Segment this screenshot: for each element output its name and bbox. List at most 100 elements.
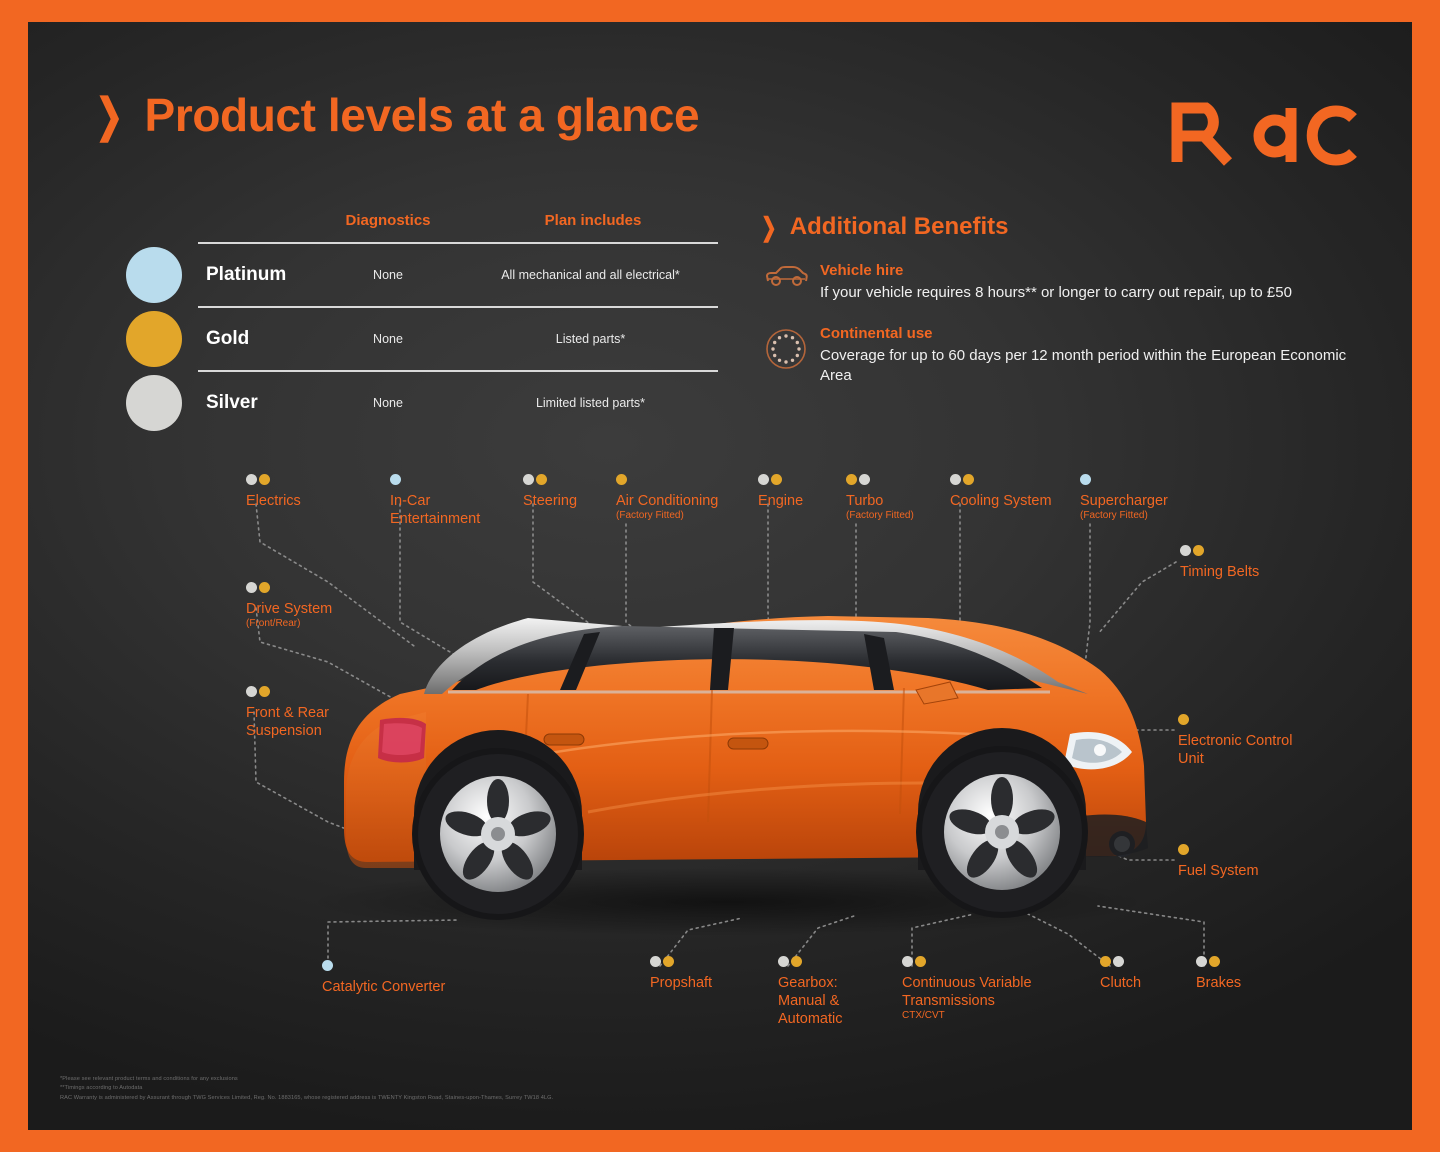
gold-dot-icon: [663, 956, 674, 967]
eu-stars-icon: [764, 327, 808, 376]
gold-dot-icon: [259, 474, 270, 485]
plan-indicator-dots: [650, 956, 712, 967]
dark-panel: ❯ Product levels at a glance Diagnostics…: [28, 22, 1412, 1130]
plan-row: Platinum None All mechanical and all elect…: [126, 242, 718, 306]
callout-turbo: Turbo (Factory Fitted): [846, 474, 914, 523]
plan-indicator-dots: [1180, 545, 1259, 556]
benefit-vehicle-hire: Vehicle hire If your vehicle requires 8 …: [758, 262, 1378, 303]
callout-label: Engine: [758, 493, 804, 509]
plan-indicator-dots: [950, 474, 1052, 485]
gold-dot-icon: [1178, 714, 1189, 725]
callout-sublabel: (Front/Rear): [246, 618, 301, 630]
callout-sublabel: CTX/CVT: [902, 1010, 945, 1022]
callout-continuous-variable-transmissions: Continuous Variable Transmissions CTX/CVT: [902, 956, 1032, 1023]
plan-indicator-dots: [758, 474, 803, 485]
platinum-dot-icon: [1080, 474, 1091, 485]
benefit-title: Continental use: [820, 325, 933, 342]
silver-dot-icon: [246, 474, 257, 485]
callout-label: Clutch: [1100, 975, 1142, 991]
plan-indicator-dots: [246, 686, 329, 697]
plan-name: Platinum: [206, 264, 287, 285]
plan-indicator-dots: [523, 474, 577, 485]
platinum-dot-icon: [390, 474, 401, 485]
callout-label: Catalytic Converter: [322, 979, 446, 995]
table-header-row: Diagnostics Plan includes: [138, 212, 718, 242]
silver-dot-icon: [758, 474, 769, 485]
callout-timing-belts: Timing Belts: [1180, 545, 1259, 581]
gold-dot-icon: [259, 686, 270, 697]
plan-indicator-dots: [322, 960, 445, 971]
benefit-description: Coverage for up to 60 days per 12 month …: [820, 346, 1347, 384]
silver-dot-icon: [1196, 956, 1207, 967]
benefit-continental-use: Continental use Coverage for up to 60 da…: [758, 325, 1378, 386]
callout-in-car-entertainment: In-Car Entertainment: [390, 474, 480, 528]
plan-indicator-dots: [1178, 714, 1292, 725]
plan-levels-table: Diagnostics Plan includes Platinum None Al…: [126, 212, 718, 434]
plan-indicator-dots: [846, 474, 914, 485]
platinum-dot-icon: [322, 960, 333, 971]
column-header-diagnostics: Diagnostics: [345, 212, 431, 229]
plan-diagnostics: None: [373, 268, 403, 282]
callout-label: Propshaft: [650, 975, 713, 991]
silver-dot-icon: [950, 474, 961, 485]
callout-label: Fuel System: [1178, 863, 1259, 879]
silver-dot-icon: [650, 956, 661, 967]
silver-dot-icon: [778, 956, 789, 967]
callout-sublabel: (Factory Fitted): [1080, 510, 1148, 522]
callout-sublabel: (Factory Fitted): [846, 510, 914, 522]
callout-label: In-Car Entertainment: [390, 493, 481, 528]
plan-rows: Platinum None All mechanical and all elect…: [126, 242, 718, 434]
car-icon: [764, 264, 808, 293]
footnote-line-3: RAC Warranty is administered by Assurant…: [60, 1095, 554, 1102]
silver-dot-icon: [1180, 545, 1191, 556]
vehicle-diagram: Electrics In-Car Entertainment Steering Air…: [28, 22, 1412, 1130]
callout-label: Air Conditioning: [616, 493, 719, 509]
plan-diagnostics: None: [373, 332, 403, 346]
callout-label: Turbo: [846, 493, 884, 509]
plan-row: Silver None Limited listed parts*: [126, 370, 718, 434]
callout-label: Supercharger: [1080, 493, 1168, 509]
callout-label: Electrics: [246, 493, 301, 509]
gold-dot-icon: [1178, 844, 1189, 855]
callout-engine: Engine: [758, 474, 803, 510]
plan-indicator-dots: [246, 582, 332, 593]
callout-fuel-system: Fuel System: [1178, 844, 1259, 880]
silver-dot-icon: [246, 582, 257, 593]
callout-electronic-control-unit: Electronic Control Unit: [1178, 714, 1292, 768]
plan-color-dot: [126, 375, 182, 431]
callout-label: Drive System: [246, 601, 333, 617]
benefits-header: ❯ Additional Benefits: [758, 214, 1378, 240]
callout-label: Timing Belts: [1180, 564, 1260, 580]
plan-indicator-dots: [1196, 956, 1241, 967]
callout-label: Gearbox: Manual & Automatic: [778, 975, 843, 1028]
gold-dot-icon: [963, 474, 974, 485]
silver-dot-icon: [859, 474, 870, 485]
plan-name: Silver: [206, 392, 258, 413]
gold-dot-icon: [771, 474, 782, 485]
plan-includes: Listed parts*: [555, 332, 626, 346]
callout-propshaft: Propshaft: [650, 956, 712, 992]
additional-benefits-section: ❯ Additional Benefits Vehicle hire If yo…: [758, 214, 1378, 386]
footnotes: *Please see relevant product terms and c…: [60, 1075, 553, 1104]
gold-dot-icon: [1209, 956, 1220, 967]
plan-indicator-dots: [1100, 956, 1141, 967]
plan-name: Gold: [206, 328, 250, 349]
gold-dot-icon: [536, 474, 547, 485]
callout-label: Front & Rear Suspension: [246, 705, 329, 740]
footnote-line-2: **Timings according to Autodata: [60, 1085, 143, 1092]
rac-logo: [1170, 96, 1360, 178]
callout-label: Brakes: [1196, 975, 1242, 991]
gold-dot-icon: [915, 956, 926, 967]
plan-indicator-dots: [246, 474, 301, 485]
plan-color-dot: [126, 247, 182, 303]
gold-dot-icon: [1100, 956, 1111, 967]
callout-label: Continuous Variable Transmissions: [902, 975, 1032, 1010]
callout-sublabel: (Factory Fitted): [616, 510, 684, 522]
callout-label: Steering: [523, 493, 578, 509]
plan-indicator-dots: [902, 956, 1032, 967]
plan-includes: Limited listed parts*: [535, 396, 646, 410]
silver-dot-icon: [1113, 956, 1124, 967]
plan-row: Gold None Listed parts*: [126, 306, 718, 370]
callout-front-rear-suspension: Front & Rear Suspension: [246, 686, 329, 740]
